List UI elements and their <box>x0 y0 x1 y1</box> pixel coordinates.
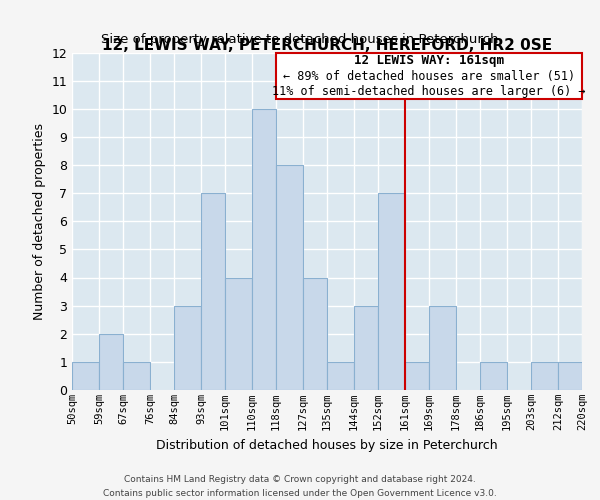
Bar <box>354 306 378 390</box>
Text: Contains HM Land Registry data © Crown copyright and database right 2024.
Contai: Contains HM Land Registry data © Crown c… <box>103 476 497 498</box>
Bar <box>429 306 456 390</box>
Bar <box>99 334 123 390</box>
Bar <box>276 165 303 390</box>
Bar <box>201 193 225 390</box>
Bar <box>72 362 99 390</box>
Y-axis label: Number of detached properties: Number of detached properties <box>33 122 46 320</box>
Bar <box>327 362 354 390</box>
Text: Size of property relative to detached houses in Peterchurch: Size of property relative to detached ho… <box>101 32 499 46</box>
Title: 12, LEWIS WAY, PETERCHURCH, HEREFORD, HR2 0SE: 12, LEWIS WAY, PETERCHURCH, HEREFORD, HR… <box>102 38 552 52</box>
Text: 12 LEWIS WAY: 161sqm: 12 LEWIS WAY: 161sqm <box>354 54 504 68</box>
Bar <box>252 109 276 390</box>
Text: 11% of semi-detached houses are larger (6) →: 11% of semi-detached houses are larger (… <box>272 84 586 98</box>
Text: ← 89% of detached houses are smaller (51): ← 89% of detached houses are smaller (51… <box>283 70 575 83</box>
Bar <box>480 362 507 390</box>
Bar <box>378 193 405 390</box>
Bar <box>531 362 558 390</box>
Bar <box>225 278 252 390</box>
FancyBboxPatch shape <box>276 52 582 99</box>
Bar <box>558 362 582 390</box>
Bar <box>123 362 150 390</box>
Bar <box>405 362 429 390</box>
Bar <box>303 278 327 390</box>
Bar <box>174 306 201 390</box>
X-axis label: Distribution of detached houses by size in Peterchurch: Distribution of detached houses by size … <box>156 438 498 452</box>
